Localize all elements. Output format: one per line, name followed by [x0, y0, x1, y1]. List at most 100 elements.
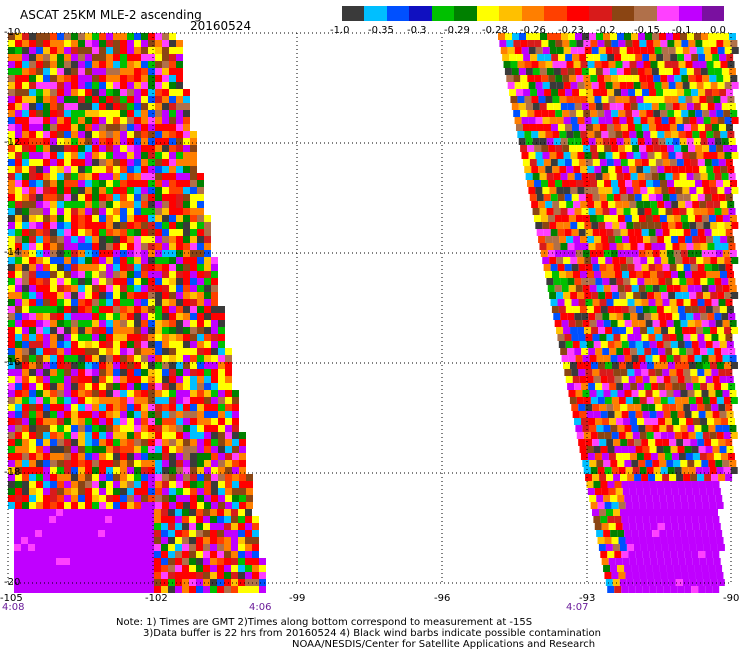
swath-cell [127, 362, 134, 369]
swath-cell [699, 523, 707, 530]
swath-cell [726, 89, 734, 96]
swath-cell [63, 537, 70, 544]
swath-cell [543, 229, 551, 236]
swath-cell [120, 481, 127, 488]
swath-cell [141, 460, 148, 467]
swath-cell [120, 236, 127, 243]
swath-cell [640, 47, 648, 54]
swath-cell [642, 411, 650, 418]
swath-cell [15, 89, 22, 96]
swath-cell [218, 327, 225, 334]
swath-cell [702, 145, 710, 152]
swath-cell [675, 152, 683, 159]
swath-cell [552, 271, 560, 278]
swath-cell [183, 180, 190, 187]
swath-cell [98, 579, 105, 586]
swath-cell [176, 47, 183, 54]
swath-cell [566, 201, 574, 208]
swath-cell [22, 173, 29, 180]
swath-cell [183, 103, 190, 110]
swath-cell [50, 145, 57, 152]
swath-cell [148, 250, 155, 257]
swath-cell [689, 117, 697, 124]
swath-cell [15, 131, 22, 138]
swath-cell [204, 390, 211, 397]
swath-cell [168, 530, 175, 537]
swath-cell [611, 537, 619, 544]
swath-cell [99, 222, 106, 229]
swath-cell [148, 313, 155, 320]
swath-cell [8, 481, 15, 488]
swath-cell [690, 439, 698, 446]
swath-cell [22, 117, 29, 124]
swath-cell [218, 495, 225, 502]
swath-cell [168, 586, 175, 593]
swath-cell [169, 460, 176, 467]
swath-cell [730, 75, 738, 82]
swath-cell [57, 243, 64, 250]
swath-cell [623, 68, 631, 75]
swath-cell [711, 194, 719, 201]
swath-cell [564, 194, 572, 201]
swath-cell [657, 131, 665, 138]
swath-cell [120, 453, 127, 460]
swath-cell [623, 383, 631, 390]
swath-cell [8, 334, 15, 341]
swath-cell [723, 362, 731, 369]
swath-cell [668, 152, 676, 159]
swath-cell [78, 327, 85, 334]
colorbar-swatch [566, 6, 590, 21]
swath-cell [629, 271, 637, 278]
swath-cell [661, 257, 669, 264]
swath-cell [22, 138, 29, 145]
swath-cell [716, 180, 724, 187]
swath-cell [538, 201, 546, 208]
swath-cell [36, 369, 43, 376]
swath-cell [603, 390, 611, 397]
swath-cell [646, 362, 654, 369]
swath-cell [43, 54, 50, 61]
swath-cell [716, 467, 724, 474]
swath-cell [721, 208, 729, 215]
swath-cell [606, 334, 614, 341]
swath-cell [610, 320, 618, 327]
swath-cell [217, 544, 224, 551]
swath-cell [570, 47, 578, 54]
swath-cell [99, 425, 106, 432]
swath-cell [22, 40, 29, 47]
swath-cell [576, 180, 584, 187]
swath-cell [22, 243, 29, 250]
swath-cell [49, 565, 56, 572]
swath-cell [176, 292, 183, 299]
swath-cell [148, 362, 155, 369]
swath-cell [112, 530, 119, 537]
swath-cell [92, 215, 99, 222]
swath-cell [590, 75, 598, 82]
swath-cell [599, 299, 607, 306]
swath-cell [36, 250, 43, 257]
swath-cell [642, 481, 650, 488]
swath-cell [716, 537, 724, 544]
swath-cell [680, 495, 688, 502]
swath-cell [567, 278, 575, 285]
swath-cell [693, 278, 701, 285]
swath-cell [225, 495, 232, 502]
swath-cell [113, 243, 120, 250]
swath-cell [620, 474, 628, 481]
swath-cell [43, 250, 50, 257]
swath-cell [56, 586, 63, 593]
swath-cell [634, 124, 642, 131]
swath-cell [658, 313, 666, 320]
swath-cell [643, 236, 651, 243]
swath-cell [218, 432, 225, 439]
swath-cell [126, 551, 133, 558]
swath-cell [190, 369, 197, 376]
swath-cell [43, 131, 50, 138]
swath-cell [190, 299, 197, 306]
swath-cell [555, 110, 563, 117]
swath-cell [127, 145, 134, 152]
swath-cell [252, 530, 259, 537]
swath-cell [113, 222, 120, 229]
swath-cell [602, 243, 610, 250]
swath-cell [662, 124, 670, 131]
